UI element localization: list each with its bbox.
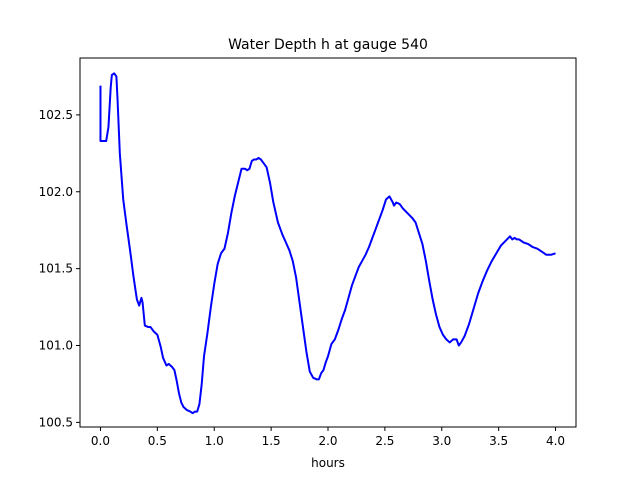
y-axis: 100.5 101.0 101.5 102.0 102.5 xyxy=(39,108,80,429)
y-tick-label: 101.5 xyxy=(39,262,73,276)
x-tick-label: 3.0 xyxy=(432,434,451,448)
x-tick-label: 3.5 xyxy=(489,434,508,448)
x-tick-label: 2.5 xyxy=(375,434,394,448)
x-tick-label: 4.0 xyxy=(546,434,565,448)
x-tick-label: 2.0 xyxy=(318,434,337,448)
y-tick-label: 100.5 xyxy=(39,415,73,429)
y-tick-label: 101.0 xyxy=(39,339,73,353)
x-axis: 0.0 0.5 1.0 1.5 2.0 2.5 3.0 3.5 4.0 xyxy=(91,427,565,448)
series-line-water-depth xyxy=(99,72,556,415)
x-axis-label: hours xyxy=(311,456,345,470)
y-tick-label: 102.0 xyxy=(39,185,73,199)
y-tick-label: 102.5 xyxy=(39,108,73,122)
x-tick-label: 1.0 xyxy=(205,434,224,448)
x-tick-label: 1.5 xyxy=(262,434,281,448)
x-tick-label: 0.0 xyxy=(91,434,110,448)
chart-title: Water Depth h at gauge 540 xyxy=(228,37,428,53)
x-tick-label: 0.5 xyxy=(148,434,167,448)
